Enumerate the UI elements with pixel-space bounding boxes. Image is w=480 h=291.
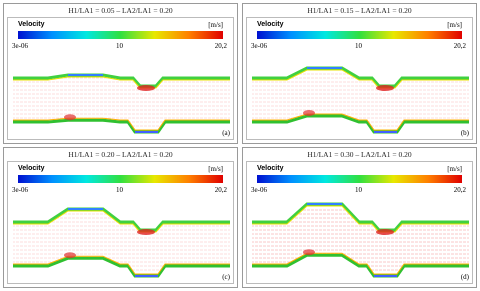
panel-title: H1/LA1 = 0.20 – LA2/LA1 = 0.20	[68, 150, 173, 159]
colorbar	[257, 175, 462, 183]
colorbar-mid: 10	[116, 186, 123, 194]
colorbar-mid: 10	[355, 42, 362, 50]
top-wall-edge	[252, 69, 469, 89]
colorbar-max: 20,2	[214, 42, 227, 50]
plot-area: Velocity [m/s] 3e-06 10 20,2 (b)	[246, 17, 473, 140]
top-wall-edge	[13, 210, 230, 233]
bottom-wall-edge	[13, 117, 230, 131]
top-wall	[252, 202, 469, 232]
panel-title: H1/LA1 = 0.15 – LA2/LA1 = 0.20	[307, 6, 412, 15]
panel-label: (d)	[460, 273, 469, 281]
panel: H1/LA1 = 0.05 – LA2/LA1 = 0.20 Velocity [m…	[3, 3, 238, 144]
colorbar-max: 20,2	[453, 186, 466, 194]
hot-spot	[137, 229, 155, 235]
colorbar-min: 3e-06	[251, 186, 267, 194]
panel-title: H1/LA1 = 0.30 – LA2/LA1 = 0.20	[307, 150, 412, 159]
panel-label: (c)	[222, 273, 230, 281]
top-wall	[13, 207, 230, 232]
colorbar-min: 3e-06	[251, 42, 267, 50]
hot-spot	[303, 110, 315, 116]
channel	[13, 207, 230, 278]
colorbar-mid: 10	[116, 42, 123, 50]
bottom-wall	[13, 256, 230, 278]
bottom-wall-edge	[13, 255, 230, 275]
legend-title: Velocity	[18, 21, 45, 28]
bottom-wall	[252, 114, 469, 134]
channel	[13, 73, 230, 134]
legend-unit: [m/s]	[208, 21, 223, 29]
legend-title: Velocity	[18, 165, 45, 172]
bottom-wall-edge	[252, 113, 469, 131]
bottom-wall-edge	[252, 252, 469, 275]
panel: H1/LA1 = 0.30 – LA2/LA1 = 0.20 Velocity [m…	[242, 147, 477, 288]
colorbar-mid: 10	[355, 186, 362, 194]
bottom-wall	[252, 253, 469, 278]
top-wall	[252, 66, 469, 88]
flow-field	[13, 209, 230, 276]
hot-spot	[376, 229, 394, 235]
panel-label: (a)	[222, 129, 230, 137]
top-wall-edge	[13, 76, 230, 89]
hot-spot	[64, 114, 76, 121]
colorbar	[18, 31, 223, 39]
legend-unit: [m/s]	[447, 165, 462, 173]
bottom-wall	[13, 118, 230, 134]
colorbar-max: 20,2	[453, 42, 466, 50]
colorbar-max: 20,2	[214, 186, 227, 194]
legend-title: Velocity	[257, 21, 284, 28]
colorbar	[257, 31, 462, 39]
panel-label: (b)	[460, 129, 469, 137]
panel: H1/LA1 = 0.15 – LA2/LA1 = 0.20 Velocity [m…	[242, 3, 477, 144]
hot-spot	[64, 252, 76, 259]
top-wall-edge	[252, 205, 469, 233]
hot-spot	[137, 85, 155, 91]
colorbar-min: 3e-06	[12, 186, 28, 194]
channel	[252, 66, 469, 134]
plot-area: Velocity [m/s] 3e-06 10 20,2 (d)	[246, 161, 473, 284]
plot-area: Velocity [m/s] 3e-06 10 20,2 (c)	[7, 161, 234, 284]
colorbar	[18, 175, 223, 183]
top-wall	[13, 73, 230, 88]
panel-title: H1/LA1 = 0.05 – LA2/LA1 = 0.20	[68, 6, 173, 15]
legend-title: Velocity	[257, 165, 284, 172]
legend-unit: [m/s]	[208, 165, 223, 173]
panel: H1/LA1 = 0.20 – LA2/LA1 = 0.20 Velocity [m…	[3, 147, 238, 288]
hot-spot	[303, 249, 315, 256]
legend-unit: [m/s]	[447, 21, 462, 29]
plot-area: Velocity [m/s] 3e-06 10 20,2 (a)	[7, 17, 234, 140]
hot-spot	[376, 85, 394, 91]
colorbar-min: 3e-06	[12, 42, 28, 50]
channel	[252, 202, 469, 278]
